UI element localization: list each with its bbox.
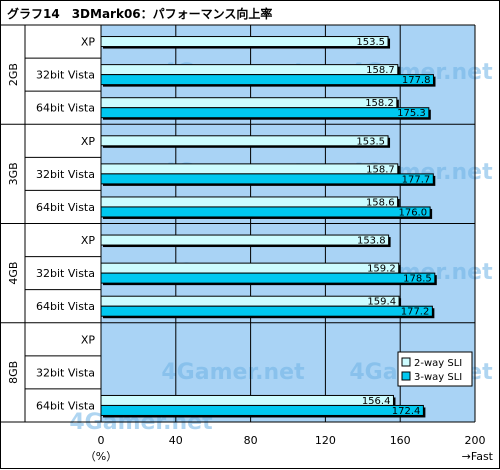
bar-value-label: 177.7 <box>402 174 431 185</box>
group-label: 2GB <box>7 63 20 86</box>
row-label: XP <box>81 36 96 49</box>
bar-2way <box>100 262 400 274</box>
row-label: 64bit Vista <box>36 300 95 313</box>
bar-2way <box>100 394 394 406</box>
group-label: 4GB <box>7 262 20 285</box>
row-label: 64bit Vista <box>36 201 95 214</box>
watermark-text: 4Gamer.net <box>161 360 305 385</box>
bar-2way <box>100 135 389 147</box>
x-direction-label: →Fast <box>462 450 494 463</box>
chart-title: グラフ14 3DMark06：パフォーマンス向上率 <box>7 6 272 21</box>
bar-value-label: 153.5 <box>356 136 385 147</box>
bar-2way <box>100 163 399 175</box>
bar-2way <box>100 36 389 48</box>
bar-2way <box>100 64 399 76</box>
bar-value-label: 158.7 <box>366 164 395 175</box>
bar-2way <box>100 97 398 109</box>
bar-value-label: 178.5 <box>403 274 432 285</box>
row-label: 64bit Vista <box>36 102 95 115</box>
bar-value-label: 177.2 <box>401 307 430 318</box>
bar-2way <box>100 234 390 246</box>
bar-value-label: 159.4 <box>367 297 396 308</box>
group-label: 3GB <box>7 162 20 185</box>
legend-swatch <box>401 357 411 367</box>
bar-value-label: 177.8 <box>402 75 431 86</box>
bar-value-label: 158.2 <box>365 98 394 109</box>
bar-3way <box>100 206 431 218</box>
bar-2way <box>100 295 400 307</box>
x-tick-label: 160 <box>390 434 411 447</box>
bar-value-label: 156.4 <box>362 396 391 407</box>
row-label: 64bit Vista <box>36 399 95 412</box>
bar-value-label: 172.4 <box>392 406 421 417</box>
bar-3way <box>100 74 434 86</box>
legend-label: 3-way SLI <box>414 372 462 383</box>
group-label: 8GB <box>7 361 20 384</box>
bar-value-label: 153.5 <box>356 37 385 48</box>
x-tick-label: 200 <box>465 434 486 447</box>
row-label: 32bit Vista <box>36 267 95 280</box>
row-label: XP <box>81 333 96 346</box>
row-label: XP <box>81 135 96 148</box>
bar-value-label: 158.6 <box>366 197 395 208</box>
bar-3way <box>100 404 424 416</box>
x-tick-label: 80 <box>244 434 258 447</box>
bar-value-label: 153.8 <box>357 236 386 247</box>
bar-3way <box>100 305 433 317</box>
legend-swatch <box>401 371 411 381</box>
bar-2way <box>100 196 399 208</box>
bar-value-label: 159.2 <box>367 264 396 275</box>
row-label: 32bit Vista <box>36 366 95 379</box>
bar-value-label: 175.3 <box>397 108 426 119</box>
bar-3way <box>100 272 436 284</box>
bar-value-label: 176.0 <box>398 207 427 218</box>
bar-value-label: 158.7 <box>366 65 395 76</box>
x-tick-label: 40 <box>169 434 183 447</box>
bar-3way <box>100 107 430 119</box>
x-unit-label: （%） <box>85 450 117 463</box>
row-label: 32bit Vista <box>36 168 95 181</box>
bar-3way <box>100 173 434 185</box>
row-label: 32bit Vista <box>36 69 95 82</box>
x-tick-label: 120 <box>315 434 336 447</box>
row-label: XP <box>81 234 96 247</box>
legend-label: 2-way SLI <box>414 358 462 369</box>
x-tick-label: 0 <box>98 434 105 447</box>
